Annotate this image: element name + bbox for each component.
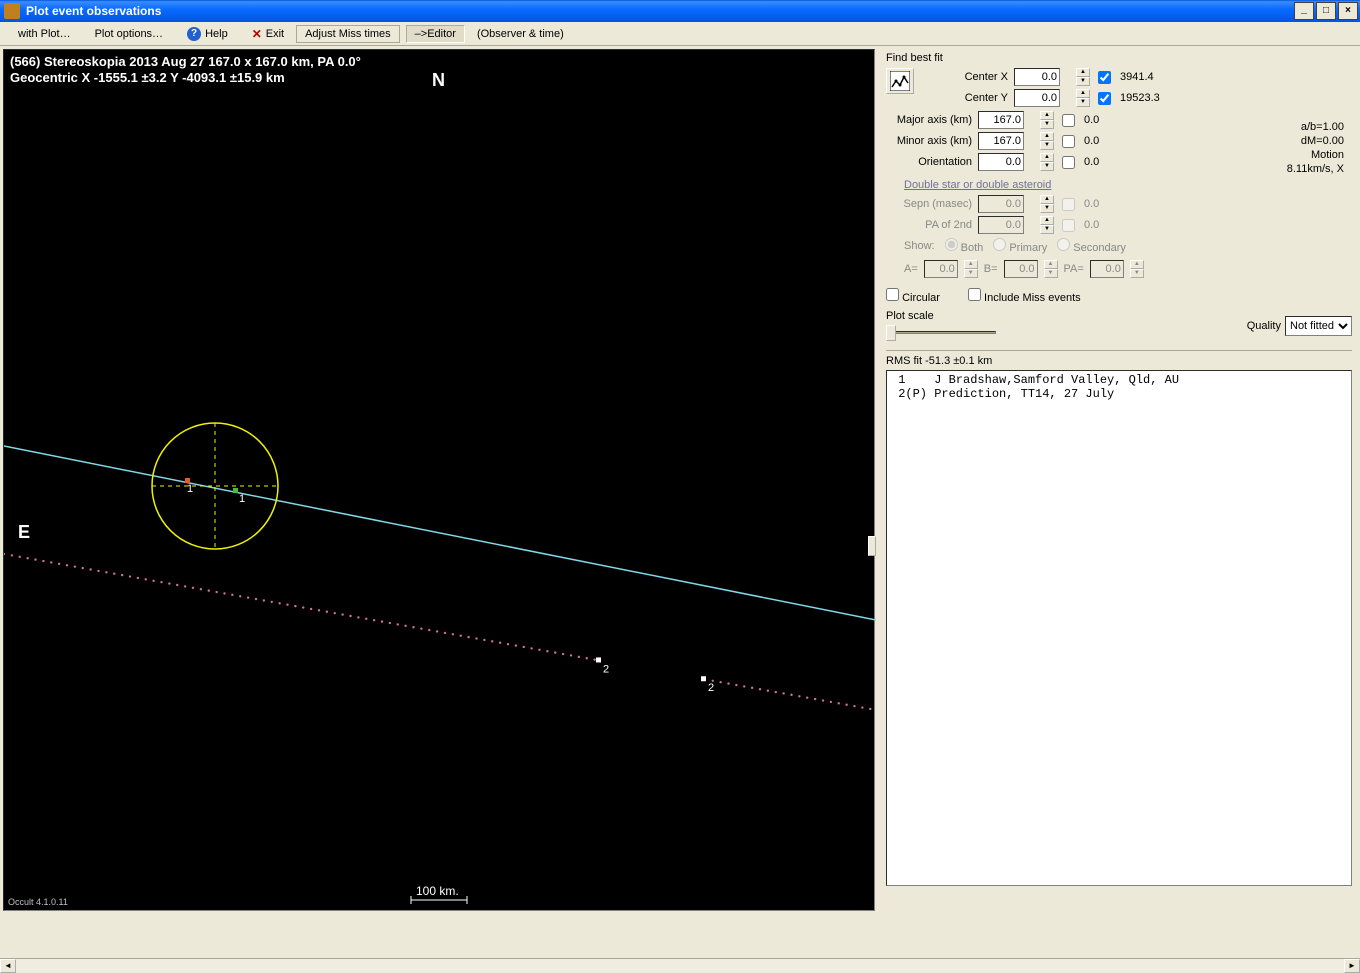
help-button[interactable]: ? Help (175, 24, 240, 44)
svg-text:1: 1 (239, 493, 245, 505)
show-primary-radio: Primary (993, 238, 1047, 254)
close-icon: ✕ (252, 27, 262, 41)
center-x-result: 3941.4 (1120, 71, 1352, 83)
a-input (924, 260, 958, 278)
minor-axis-checkbox[interactable] (1062, 135, 1075, 148)
plot-svg: 2 2 1 1 (4, 50, 876, 912)
plot-container: 2 2 1 1 (566) Stereoskopia 2013 Aug 27 167.… (0, 46, 878, 958)
minor-axis-label: Minor axis (km) (886, 135, 978, 147)
minimize-button[interactable]: _ (1294, 2, 1314, 20)
b-spinner: ▲▼ (1044, 260, 1058, 278)
rms-label: RMS fit -51.3 ±0.1 km (886, 355, 1352, 367)
window-title: Plot event observations (26, 4, 161, 18)
chart-icon (890, 71, 910, 91)
orientation-spinner[interactable]: ▲▼ (1040, 153, 1054, 171)
with-plot-menu[interactable]: with Plot… (6, 25, 83, 43)
pa-label: PA= (1064, 263, 1084, 275)
center-x-spinner[interactable]: ▲▼ (1076, 68, 1090, 86)
find-fit-button[interactable] (886, 68, 914, 94)
adjust-miss-button[interactable]: Adjust Miss times (296, 25, 400, 43)
sepn-spinner: ▲▼ (1040, 195, 1054, 213)
vertical-slider-handle[interactable] (868, 536, 876, 556)
minor-axis-spinner[interactable]: ▲▼ (1040, 132, 1054, 150)
sepn-input (978, 195, 1024, 213)
side-panel: Find best fit Center X ▲▼ (878, 46, 1360, 958)
a-label: A= (904, 263, 918, 275)
major-axis-spinner[interactable]: ▲▼ (1040, 111, 1054, 129)
ratio-info: a/b=1.00 dM=0.00 Motion 8.11km/s, X (1287, 120, 1344, 176)
b-input (1004, 260, 1038, 278)
quality-label: Quality (1247, 320, 1281, 332)
major-axis-input[interactable] (978, 111, 1024, 129)
quality-select[interactable]: Not fitted (1285, 316, 1352, 336)
show-secondary-radio: Secondary (1057, 238, 1126, 254)
major-axis-label: Major axis (km) (886, 114, 978, 126)
plot-title-2: Geocentric X -1555.1 ±3.2 Y -4093.1 ±15.… (10, 70, 285, 85)
find-best-fit-label: Find best fit (886, 52, 1352, 64)
center-y-checkbox[interactable] (1098, 92, 1111, 105)
pa-spinner: ▲▼ (1130, 260, 1144, 278)
svg-text:1: 1 (187, 483, 193, 495)
scroll-left-arrow[interactable]: ◄ (0, 959, 16, 973)
toolbar: with Plot… Plot options… ? Help ✕ Exit A… (0, 22, 1360, 46)
sepn-result: 0.0 (1084, 198, 1352, 210)
pa2-checkbox (1062, 219, 1075, 232)
observation-list[interactable]: 1 J Bradshaw,Samford Valley, Qld, AU 2(P… (886, 370, 1352, 886)
minor-axis-input[interactable] (978, 132, 1024, 150)
close-button[interactable]: × (1338, 2, 1358, 20)
include-miss-checkbox[interactable]: Include Miss events (968, 288, 1081, 304)
sepn-checkbox (1062, 198, 1075, 211)
center-y-label: Center Y (922, 92, 1014, 104)
center-y-input[interactable] (1014, 89, 1060, 107)
major-axis-checkbox[interactable] (1062, 114, 1075, 127)
plot-options-menu[interactable]: Plot options… (83, 25, 175, 43)
pa-input (1090, 260, 1124, 278)
center-x-label: Center X (922, 71, 1014, 83)
center-y-spinner[interactable]: ▲▼ (1076, 89, 1090, 107)
orientation-checkbox[interactable] (1062, 156, 1075, 169)
circular-checkbox[interactable]: Circular (886, 288, 940, 304)
scroll-right-arrow[interactable]: ► (1344, 959, 1360, 973)
center-x-input[interactable] (1014, 68, 1060, 86)
observer-time-label: (Observer & time) (465, 25, 576, 43)
center-x-checkbox[interactable] (1098, 71, 1111, 84)
center-y-result: 19523.3 (1120, 92, 1352, 104)
version-label: Occult 4.1.0.11 (8, 897, 68, 907)
plot-title-1: (566) Stereoskopia 2013 Aug 27 167.0 x 1… (10, 54, 361, 69)
north-label: N (432, 70, 445, 91)
orientation-input[interactable] (978, 153, 1024, 171)
double-star-link[interactable]: Double star or double asteroid (904, 179, 1051, 191)
window-titlebar: Plot event observations _ □ × (0, 0, 1360, 22)
a-spinner: ▲▼ (964, 260, 978, 278)
horizontal-scrollbar[interactable]: ◄ ► (0, 958, 1360, 972)
help-icon: ? (187, 27, 201, 41)
exit-button[interactable]: ✕ Exit (240, 24, 296, 44)
orientation-label: Orientation (886, 156, 978, 168)
pa2-spinner: ▲▼ (1040, 216, 1054, 234)
pa2-input (978, 216, 1024, 234)
plot-canvas[interactable]: 2 2 1 1 (566) Stereoskopia 2013 Aug 27 167.… (3, 49, 875, 911)
maximize-button[interactable]: □ (1316, 2, 1336, 20)
plot-scale-label: Plot scale (886, 310, 996, 322)
show-radio-group: Show: Both Primary Secondary (904, 238, 1352, 254)
scale-label: 100 km. (416, 884, 459, 898)
b-label: B= (984, 263, 998, 275)
pa2-result: 0.0 (1084, 219, 1352, 231)
east-label: E (18, 522, 30, 543)
svg-text:2: 2 (708, 682, 714, 694)
svg-text:2: 2 (603, 663, 609, 675)
plot-scale-slider[interactable] (886, 322, 996, 342)
show-both-radio: Both (945, 238, 984, 254)
sepn-label: Sepn (masec) (886, 198, 978, 210)
editor-button[interactable]: –>Editor (406, 25, 465, 43)
pa2-label: PA of 2nd (886, 219, 978, 231)
app-icon (4, 3, 20, 19)
